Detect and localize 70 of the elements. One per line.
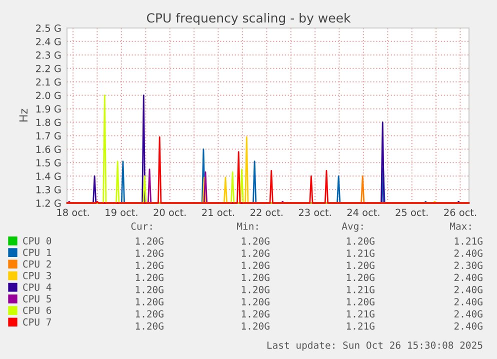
text: 1.20G [136,250,164,257]
chart-title: CPU frequency scaling - by week [146,12,351,26]
text: 2.40G [454,322,482,330]
y-tick-label: 2.4 G [36,38,61,46]
text: 1.20G [346,237,374,245]
legend-label: CPU 1 [23,248,52,256]
y-tick-label: 2.3 G [36,51,61,59]
legend-label: CPU 4 [23,284,52,291]
text: Max: [450,222,471,230]
text: 2.40G [454,310,482,318]
text: 1.21G [454,237,482,245]
legend-label: CPU 5 [23,295,51,302]
text: 2.40G [454,250,482,257]
y-tick-label: 1.4 G [36,172,61,180]
text: Min: [237,222,258,230]
y-tick-label: 2.0 G [36,92,61,100]
x-tick-label: 22 oct. [250,208,282,216]
y-tick-label: 1.5 G [36,159,61,166]
x-tick-label: 21 oct. [202,208,234,216]
text: 2.40G [454,274,482,282]
text: 2.40G [454,298,482,306]
y-tick-label: 2.5 G [36,24,61,32]
legend-label: CPU 0 [23,237,52,244]
text: 1.20G [136,298,164,306]
x-tick-label: 19 oct. [106,208,138,216]
y-tick-label: 1.6 G [36,146,61,153]
text: 1.20G [242,286,270,294]
x-tick-label: 24 oct. [347,208,380,216]
text: Cur: [131,222,152,230]
legend-label: CPU 6 [23,306,52,314]
y-axis-title: Hz [19,108,28,122]
y-tick-label: 1.7 G [36,132,61,140]
text: 1.20G [136,237,164,245]
legend-label: CPU 7 [23,318,52,326]
text: 1.20G [136,310,164,318]
text: 2.30G [454,262,482,270]
y-tick-label: 1.3 G [36,186,61,194]
text: 1.20G [346,262,374,270]
text: 1.20G [346,274,374,282]
text: 1.21G [346,250,374,257]
y-tick-label: 1.9 G [36,105,61,113]
text: 1.20G [136,262,164,270]
y-tick-label: 2.1 G [36,78,61,86]
x-tick-label: 23 oct. [298,208,331,216]
legend-label: CPU 3 [23,272,52,280]
x-tick-label: 20 oct. [154,208,186,216]
x-tick-label: 26 oct. [444,208,476,216]
text: 1.20G [242,298,270,306]
text: 1.20G [242,274,270,282]
text: 1.20G [346,298,374,306]
text: 1.21G [346,310,374,318]
text: 1.21G [346,286,374,294]
text: 1.20G [136,322,164,330]
y-tick-label: 2.2 G [36,64,61,72]
text: 1.20G [136,274,164,282]
text: 1.20G [242,310,270,318]
text: 1.20G [242,322,270,330]
x-tick-label: 18 oct. [57,208,89,216]
text: 1.20G [242,237,270,245]
text: Avg: [342,222,363,232]
text: 1.20G [136,286,164,294]
y-tick-label: 1.2 G [36,199,61,207]
text: Last update: Sun Oct 26 15:30:08 2025 [267,341,482,351]
text: 1.20G [242,250,270,257]
x-tick-label: 25 oct. [396,208,428,216]
legend-label: CPU 2 [23,260,51,268]
text: 1.21G [346,322,374,330]
y-tick-label: 1.8 G [36,118,61,126]
text: 1.20G [242,262,270,270]
text: 2.40G [454,286,482,294]
